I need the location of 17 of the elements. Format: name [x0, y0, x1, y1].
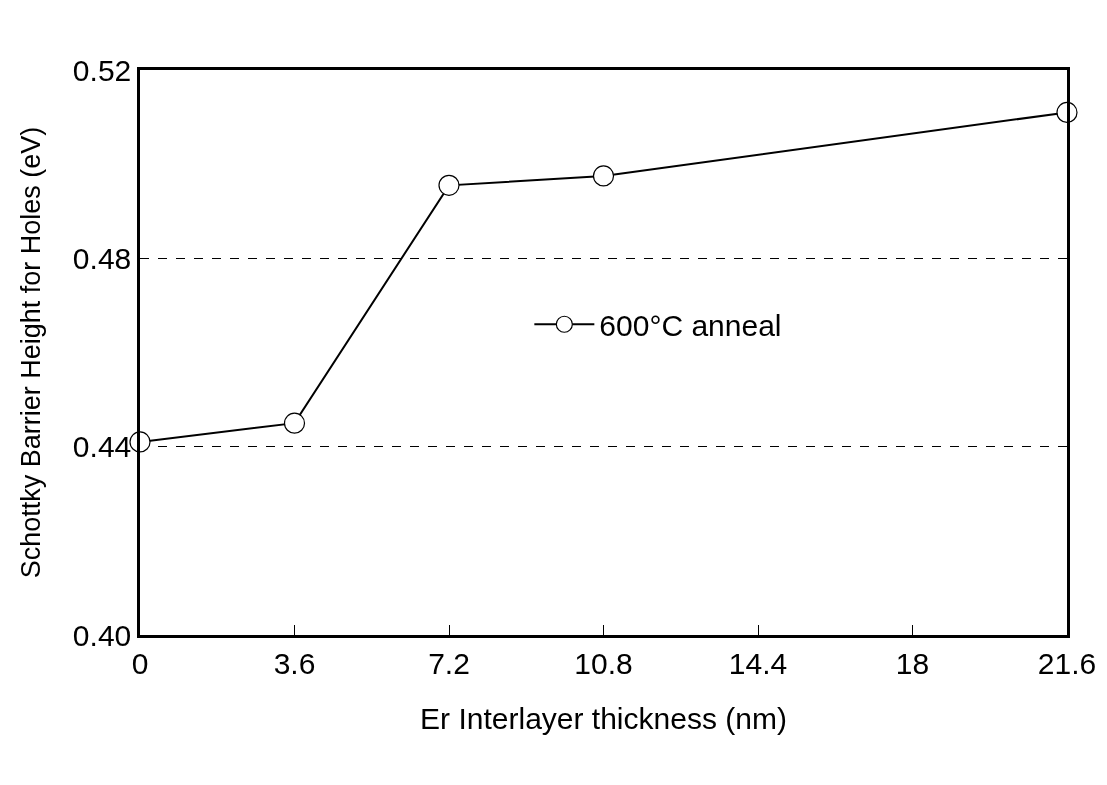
x-axis-title: Er Interlayer thickness (nm) — [420, 702, 787, 736]
x-tick-label: 18 — [895, 646, 930, 680]
x-tick-label: 3.6 — [273, 646, 316, 680]
point — [283, 412, 306, 434]
x-tick-label: 10.8 — [574, 646, 633, 680]
x-tick-label: 7.2 — [428, 646, 470, 680]
y-tick-label: 0.40 — [72, 618, 132, 652]
y-tick-label: 0.52 — [72, 53, 132, 87]
x-tick-label: 14.4 — [728, 646, 788, 680]
point — [592, 165, 615, 187]
point — [438, 174, 460, 196]
x-tick-label: 0 — [131, 646, 149, 680]
legend-label: 600°C anneal — [599, 308, 782, 342]
x-tick-label: 21.6 — [1037, 646, 1097, 680]
y-tick-label: 0.44 — [72, 430, 132, 464]
y-tick-label: 0.48 — [72, 241, 132, 275]
y-axis-title: Schottky Barrier Height for Holes (eV) — [15, 126, 46, 579]
